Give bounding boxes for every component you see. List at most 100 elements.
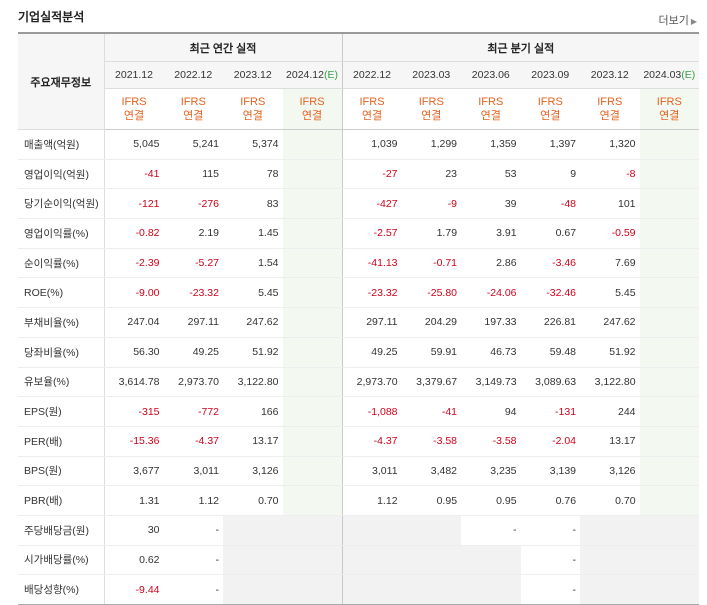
data-cell: 3,122.80 — [580, 367, 640, 398]
estimate-mark: (E) — [681, 69, 696, 81]
ifrs-basis-label: IFRS 연결 — [520, 88, 581, 130]
data-cell: 0.95 — [401, 485, 462, 516]
row-label: ROE(%) — [18, 277, 105, 309]
data-cell: 0.76 — [520, 485, 581, 516]
data-cell: -41 — [104, 159, 164, 190]
row-label: 영업이익(억원) — [18, 159, 105, 190]
quarter-group-header: 최근 분기 실적 — [341, 32, 700, 62]
table-row: PER(배) -15.36 -4.37 13.17 -4.37 -3.58 -3.58 -2.… — [18, 426, 700, 457]
data-cell: -315 — [104, 396, 164, 427]
period-header: 2021.12 — [104, 61, 164, 89]
row-label: 순이익률(%) — [18, 248, 105, 279]
data-cell — [223, 574, 283, 605]
data-cell: 23 — [401, 159, 462, 190]
data-cell — [639, 218, 700, 249]
data-cell — [282, 396, 343, 427]
data-cell: -1,088 — [341, 396, 402, 427]
data-cell: - — [461, 514, 521, 546]
data-cell: -4.37 — [163, 426, 223, 457]
data-cell: 3,011 — [163, 456, 223, 487]
table-row: 부채비율(%) 247.04 297.11 247.62 297.11 204.29 197… — [18, 307, 700, 338]
data-cell: 3,139 — [520, 456, 581, 487]
data-cell: 115 — [163, 159, 223, 190]
data-cell: 244 — [580, 396, 640, 427]
data-cell — [639, 248, 700, 279]
row-label: 배당성향(%) — [18, 574, 105, 605]
table-row: ROE(%) -9.00 -23.32 5.45 -23.32 -25.80 -24.06-… — [18, 277, 700, 309]
ifrs-basis-label: IFRS 연결 — [282, 88, 343, 130]
data-cell: 1,397 — [520, 129, 581, 160]
period-header: 2023.09 — [520, 61, 581, 89]
data-cell: 197.33 — [461, 307, 521, 338]
data-cell: 9 — [520, 159, 581, 190]
data-cell: 5.45 — [580, 277, 640, 309]
more-link[interactable]: 더보기 ▶ — [658, 12, 697, 28]
data-cell — [639, 129, 700, 160]
data-cell: 3,149.73 — [461, 367, 521, 398]
ifrs-basis-label: IFRS 연결 — [461, 88, 521, 130]
period-header: 2024.03(E) — [639, 61, 700, 89]
data-cell: -427 — [341, 188, 402, 220]
data-cell: -5.27 — [163, 248, 223, 279]
annual-group-header: 최근 연간 실적 — [104, 32, 343, 62]
data-cell — [282, 248, 343, 279]
table-row: BPS(원) 3,677 3,011 3,126 3,011 3,482 3,235 3,13… — [18, 456, 700, 487]
data-cell — [639, 367, 700, 398]
data-cell: 1.12 — [341, 485, 402, 516]
data-cell — [639, 396, 700, 427]
data-cell: 297.11 — [341, 307, 402, 338]
data-cell: -121 — [104, 188, 164, 220]
data-cell: -3.58 — [401, 426, 462, 457]
ifrs-basis-label: IFRS 연결 — [223, 88, 283, 130]
data-cell: 297.11 — [163, 307, 223, 338]
data-cell: 3,011 — [341, 456, 402, 487]
data-cell: -772 — [163, 396, 223, 427]
data-cell — [401, 574, 462, 605]
data-cell: -0.71 — [401, 248, 462, 279]
data-cell: 3,614.78 — [104, 367, 164, 398]
data-cell: 5,045 — [104, 129, 164, 160]
data-cell: 247.62 — [223, 307, 283, 338]
data-cell: 13.17 — [580, 426, 640, 457]
table-row: 순이익률(%) -2.39 -5.27 1.54 -41.13 -0.71 2.86 -3.4… — [18, 248, 700, 279]
data-cell — [401, 514, 462, 546]
data-cell: 1.54 — [223, 248, 283, 279]
data-cell: -23.32 — [163, 277, 223, 309]
data-cell — [282, 277, 343, 309]
data-cell — [282, 426, 343, 457]
data-cell: 46.73 — [461, 337, 521, 368]
data-cell: -276 — [163, 188, 223, 220]
data-cell: 226.81 — [520, 307, 581, 338]
data-cell: -41.13 — [341, 248, 402, 279]
period-header: 2022.12 — [341, 61, 402, 89]
row-label: 유보율(%) — [18, 367, 105, 398]
table-row: 유보율(%) 3,614.78 2,973.70 3,122.80 2,973.70 3,… — [18, 367, 700, 398]
table-row: 당기순이익(억원) -121 -276 83 -427 -9 39 -48 101 — [18, 188, 700, 220]
data-cell: 3,235 — [461, 456, 521, 487]
data-cell: 2,973.70 — [163, 367, 223, 398]
data-cell — [341, 574, 402, 605]
data-cell: -2.57 — [341, 218, 402, 249]
data-cell: 1,299 — [401, 129, 462, 160]
data-cell: 204.29 — [401, 307, 462, 338]
data-cell: 101 — [580, 188, 640, 220]
data-cell — [282, 129, 343, 160]
period-header: 2023.03 — [401, 61, 462, 89]
data-cell: -27 — [341, 159, 402, 190]
data-cell: - — [520, 574, 581, 605]
data-cell — [282, 188, 343, 220]
table-row: 영업이익(억원) -41 115 78 -27 23 53 9 -8 — [18, 159, 700, 190]
data-cell — [461, 545, 521, 576]
data-cell — [639, 485, 700, 516]
data-cell: 1,320 — [580, 129, 640, 160]
data-cell: 13.17 — [223, 426, 283, 457]
data-cell — [282, 574, 343, 605]
data-cell: 2.19 — [163, 218, 223, 249]
row-label: 당기순이익(억원) — [18, 188, 105, 220]
period-header: 2023.12 — [223, 61, 283, 89]
data-cell: 1.79 — [401, 218, 462, 249]
data-cell — [580, 545, 640, 576]
data-cell — [639, 574, 700, 605]
data-cell: -2.04 — [520, 426, 581, 457]
data-cell: 83 — [223, 188, 283, 220]
